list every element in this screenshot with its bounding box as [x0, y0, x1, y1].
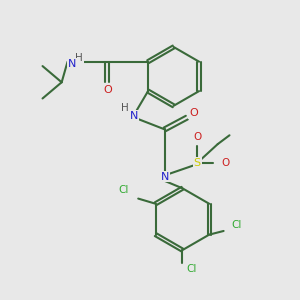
Text: S: S	[194, 158, 201, 168]
Text: O: O	[189, 108, 198, 118]
Text: N: N	[160, 172, 169, 182]
Text: O: O	[103, 85, 112, 94]
Text: H: H	[121, 103, 128, 113]
Text: N: N	[68, 59, 76, 69]
Text: Cl: Cl	[118, 185, 129, 195]
Text: Cl: Cl	[186, 264, 196, 274]
Text: O: O	[193, 132, 201, 142]
Text: H: H	[76, 53, 83, 63]
Text: N: N	[130, 110, 139, 121]
Text: Cl: Cl	[232, 220, 242, 230]
Text: O: O	[221, 158, 229, 168]
